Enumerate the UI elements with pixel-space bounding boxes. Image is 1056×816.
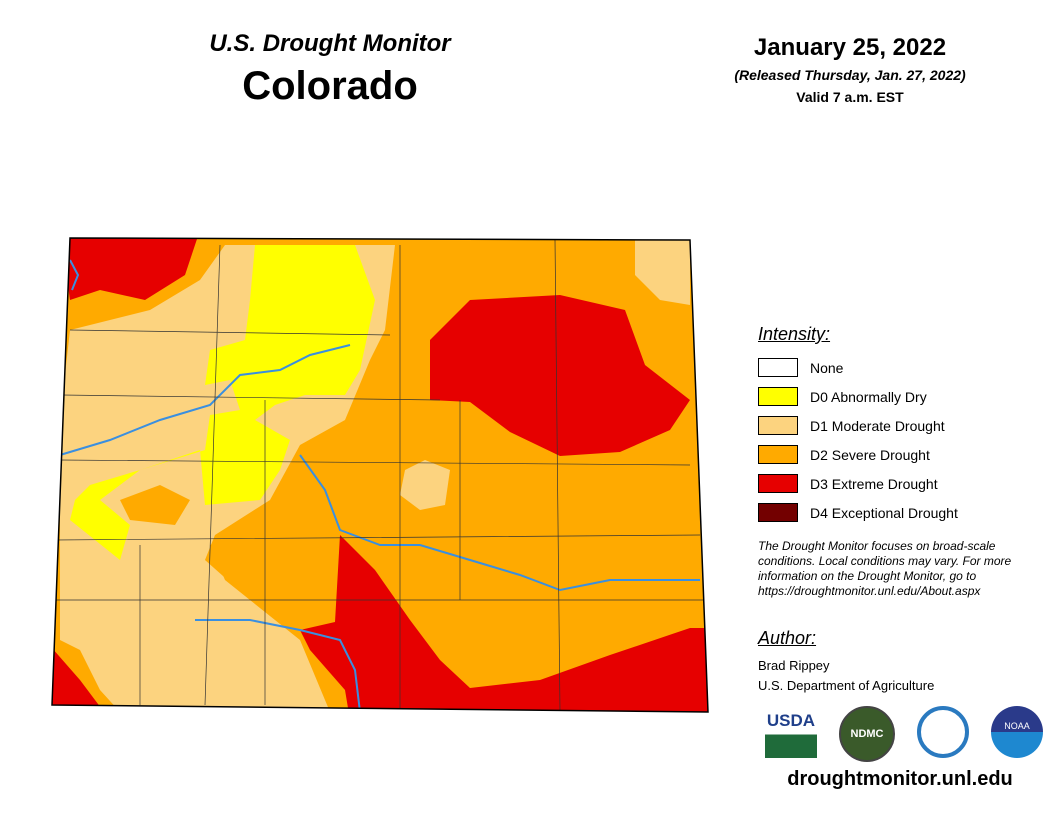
river bbox=[59, 344, 351, 456]
d0-area bbox=[70, 245, 375, 560]
swatch-d0 bbox=[758, 387, 798, 406]
logos: USDA NDMC NOAA bbox=[765, 706, 1043, 762]
noaa-logo: NOAA bbox=[991, 706, 1043, 758]
author-org: U.S. Department of Agriculture bbox=[758, 678, 935, 693]
legend-item: D1 Moderate Drought bbox=[758, 411, 958, 440]
legend-title: Intensity: bbox=[758, 324, 831, 344]
legend-item: D0 Abnormally Dry bbox=[758, 382, 958, 411]
ndmc-logo: NDMC bbox=[839, 706, 895, 762]
author-info: Brad Rippey U.S. Department of Agricultu… bbox=[758, 656, 934, 696]
d3-ne bbox=[430, 295, 690, 456]
swatch-d2 bbox=[758, 445, 798, 464]
d2-pocket bbox=[120, 485, 190, 525]
state-outline bbox=[51, 237, 709, 713]
d1-ne-corner bbox=[635, 240, 690, 305]
disclaimer-note: The Drought Monitor focuses on broad-sca… bbox=[758, 539, 1012, 598]
legend-label: None bbox=[810, 359, 844, 376]
swatch-d4 bbox=[758, 503, 798, 522]
legend-label: D0 Abnormally Dry bbox=[810, 388, 927, 405]
d3-south bbox=[300, 535, 708, 712]
map-title: U.S. Drought Monitor bbox=[209, 30, 451, 57]
doc-seal-logo bbox=[917, 706, 969, 758]
legend-label: D3 Extreme Drought bbox=[810, 475, 938, 492]
swatch-none bbox=[758, 358, 798, 377]
legend-label: D2 Severe Drought bbox=[810, 446, 930, 463]
legend: Intensity: None D0 Abnormally Dry D1 Mod… bbox=[758, 324, 958, 527]
river bbox=[195, 619, 361, 712]
valid-time: Valid 7 a.m. EST bbox=[796, 89, 904, 105]
release-date: (Released Thursday, Jan. 27, 2022) bbox=[734, 67, 966, 83]
author-heading: Author: bbox=[758, 628, 817, 648]
county-lines bbox=[52, 239, 705, 712]
swatch-d3 bbox=[758, 474, 798, 493]
website-url[interactable]: droughtmonitor.unl.edu bbox=[787, 768, 1013, 790]
swatch-d1 bbox=[758, 416, 798, 435]
usda-logo: USDA bbox=[765, 706, 817, 758]
d3-nw bbox=[60, 238, 200, 300]
legend-item: None bbox=[758, 353, 958, 382]
legend-label: D4 Exceptional Drought bbox=[810, 504, 958, 521]
river bbox=[299, 454, 700, 592]
map-date: January 25, 2022 bbox=[753, 34, 947, 61]
legend-item: D2 Severe Drought bbox=[758, 440, 958, 469]
author-name: Brad Rippey bbox=[758, 658, 830, 673]
d1-pocket bbox=[400, 460, 450, 510]
legend-item: D3 Extreme Drought bbox=[758, 469, 958, 498]
legend-label: D1 Moderate Drought bbox=[810, 417, 945, 434]
state-name: Colorado bbox=[242, 64, 418, 108]
d3-sw-corner bbox=[52, 640, 110, 712]
river bbox=[69, 259, 80, 291]
legend-item: D4 Exceptional Drought bbox=[758, 498, 958, 527]
d2-sw bbox=[210, 530, 340, 625]
